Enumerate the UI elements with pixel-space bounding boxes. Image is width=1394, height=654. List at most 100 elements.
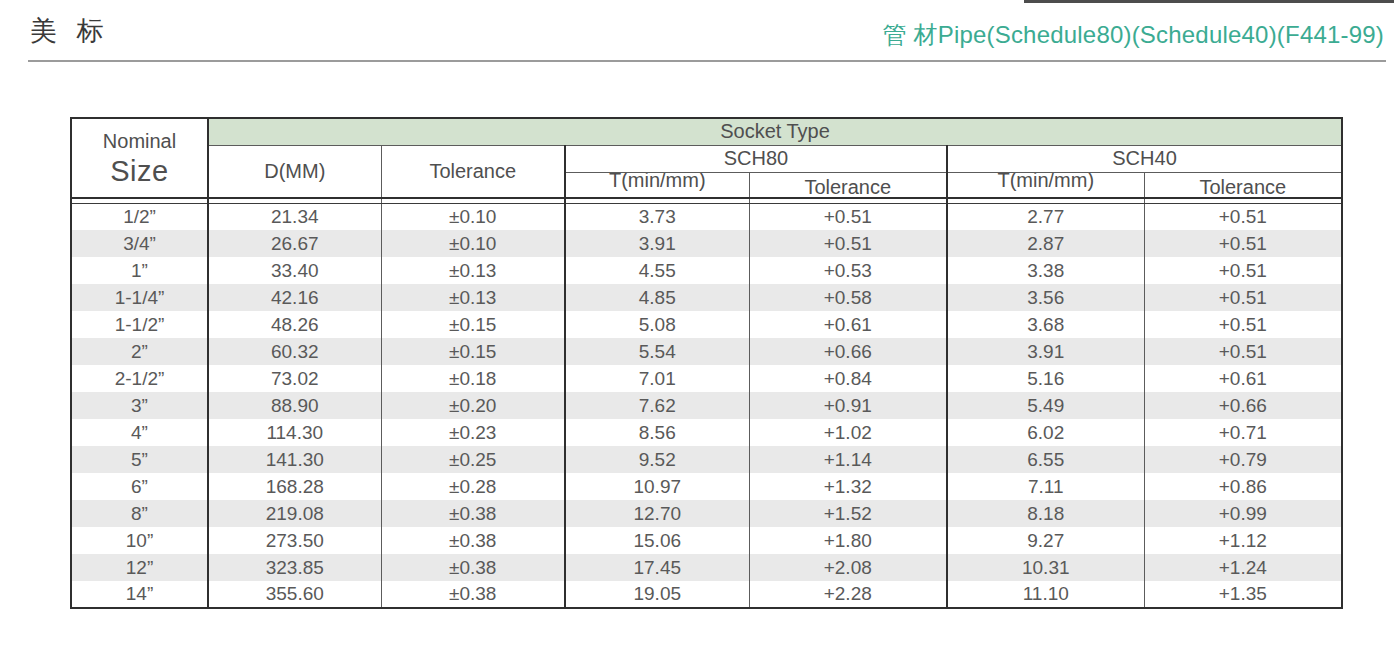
header-rule xyxy=(28,60,1386,62)
cell: 3” xyxy=(71,392,208,419)
cell: 88.90 xyxy=(208,392,381,419)
cell: 5.54 xyxy=(565,338,749,365)
cell: 7.62 xyxy=(565,392,749,419)
cell: 273.50 xyxy=(208,527,381,554)
catalog-page: 美 标 管 材Pipe(Schedule80)(Schedule40)(F441… xyxy=(0,0,1394,654)
cell: 2.87 xyxy=(947,230,1144,257)
pipe-spec-table: Nominal Size Socket Type D(MM) Tolerance… xyxy=(70,117,1343,609)
cell: 11.10 xyxy=(947,581,1144,608)
cell: +0.51 xyxy=(749,203,947,230)
cell: ±0.13 xyxy=(381,284,565,311)
cell: ±0.38 xyxy=(381,554,565,581)
cell: +0.51 xyxy=(1144,284,1342,311)
cell: ±0.38 xyxy=(381,500,565,527)
table-row: 1-1/4”42.16±0.134.85+0.583.56+0.51 xyxy=(71,284,1342,311)
cell: 3.73 xyxy=(565,203,749,230)
cell: 3/4” xyxy=(71,230,208,257)
header-tolerance: Tolerance xyxy=(381,145,565,198)
cell: 2-1/2” xyxy=(71,365,208,392)
cell: +0.51 xyxy=(1144,338,1342,365)
header-size-label: Size xyxy=(72,154,207,188)
cell: +0.86 xyxy=(1144,473,1342,500)
cell: 8.18 xyxy=(947,500,1144,527)
cell: 10.97 xyxy=(565,473,749,500)
cell: ±0.15 xyxy=(381,338,565,365)
cell: +0.53 xyxy=(749,257,947,284)
header-socket-type: Socket Type xyxy=(208,118,1342,145)
header-sch80: SCH80 xyxy=(565,145,947,172)
cell: 6.55 xyxy=(947,446,1144,473)
cell: +2.28 xyxy=(749,581,947,608)
header-sch40-t-min: T(min/mm) xyxy=(947,172,1144,198)
header-nominal-size: Nominal Size xyxy=(71,118,208,198)
cell: 5.08 xyxy=(565,311,749,338)
table-row: 3/4”26.67±0.103.91+0.512.87+0.51 xyxy=(71,230,1342,257)
cell: +1.35 xyxy=(1144,581,1342,608)
table-row: 2-1/2”73.02±0.187.01+0.845.16+0.61 xyxy=(71,365,1342,392)
cell: +0.71 xyxy=(1144,419,1342,446)
cell: ±0.10 xyxy=(381,230,565,257)
cell: 2.77 xyxy=(947,203,1144,230)
cell: +2.08 xyxy=(749,554,947,581)
table-row: 14”355.60±0.3819.05+2.2811.10+1.35 xyxy=(71,581,1342,608)
cell: 1/2” xyxy=(71,203,208,230)
cell: +0.51 xyxy=(1144,311,1342,338)
cell: 60.32 xyxy=(208,338,381,365)
cell: +0.99 xyxy=(1144,500,1342,527)
header-row-2: D(MM) Tolerance SCH80 SCH40 xyxy=(71,145,1342,172)
table-row: 5”141.30±0.259.52+1.146.55+0.79 xyxy=(71,446,1342,473)
cell: 3.91 xyxy=(947,338,1144,365)
cell: 6” xyxy=(71,473,208,500)
cell: 141.30 xyxy=(208,446,381,473)
cell: ±0.18 xyxy=(381,365,565,392)
cell: 42.16 xyxy=(208,284,381,311)
cell: 1-1/2” xyxy=(71,311,208,338)
cell: +1.12 xyxy=(1144,527,1342,554)
cell: 10.31 xyxy=(947,554,1144,581)
cell: ±0.25 xyxy=(381,446,565,473)
cell: ±0.13 xyxy=(381,257,565,284)
cell: 2” xyxy=(71,338,208,365)
header-sch40: SCH40 xyxy=(947,145,1342,172)
cell: 7.01 xyxy=(565,365,749,392)
cell: 5.49 xyxy=(947,392,1144,419)
cell: ±0.23 xyxy=(381,419,565,446)
page-title: 美 标 xyxy=(30,13,110,49)
table-row: 3”88.90±0.207.62+0.915.49+0.66 xyxy=(71,392,1342,419)
cell: +1.02 xyxy=(749,419,947,446)
cell: +1.14 xyxy=(749,446,947,473)
pipe-spec-table-wrap: Nominal Size Socket Type D(MM) Tolerance… xyxy=(70,117,1343,609)
cell: 21.34 xyxy=(208,203,381,230)
table-row: 2”60.32±0.155.54+0.663.91+0.51 xyxy=(71,338,1342,365)
table-row: 1/2”21.34±0.103.73+0.512.77+0.51 xyxy=(71,203,1342,230)
table-row: 10”273.50±0.3815.06+1.809.27+1.12 xyxy=(71,527,1342,554)
table-row: 8”219.08±0.3812.70+1.528.18+0.99 xyxy=(71,500,1342,527)
top-edge-divider xyxy=(1024,0,1394,3)
cell: 9.27 xyxy=(947,527,1144,554)
header-d-mm: D(MM) xyxy=(208,145,381,198)
cell: +0.51 xyxy=(1144,257,1342,284)
cell: 5” xyxy=(71,446,208,473)
header-sch80-t-min-label: T(min/mm) xyxy=(609,172,706,192)
header-sch80-tolerance-label: Tolerance xyxy=(804,176,891,198)
cell: ±0.28 xyxy=(381,473,565,500)
cell: +0.91 xyxy=(749,392,947,419)
cell: 15.06 xyxy=(565,527,749,554)
cell: +0.51 xyxy=(749,230,947,257)
cell: ±0.38 xyxy=(381,581,565,608)
cell: +0.61 xyxy=(749,311,947,338)
cell: 8.56 xyxy=(565,419,749,446)
table-body: 1/2”21.34±0.103.73+0.512.77+0.513/4”26.6… xyxy=(71,203,1342,608)
cell: 168.28 xyxy=(208,473,381,500)
cell: 4.55 xyxy=(565,257,749,284)
cell: 9.52 xyxy=(565,446,749,473)
header-sch80-t-min: T(min/mm) xyxy=(565,172,749,198)
cell: 355.60 xyxy=(208,581,381,608)
table-row: 12”323.85±0.3817.45+2.0810.31+1.24 xyxy=(71,554,1342,581)
cell: 26.67 xyxy=(208,230,381,257)
cell: +0.84 xyxy=(749,365,947,392)
cell: 3.56 xyxy=(947,284,1144,311)
cell: 8” xyxy=(71,500,208,527)
cell: 19.05 xyxy=(565,581,749,608)
cell: ±0.10 xyxy=(381,203,565,230)
